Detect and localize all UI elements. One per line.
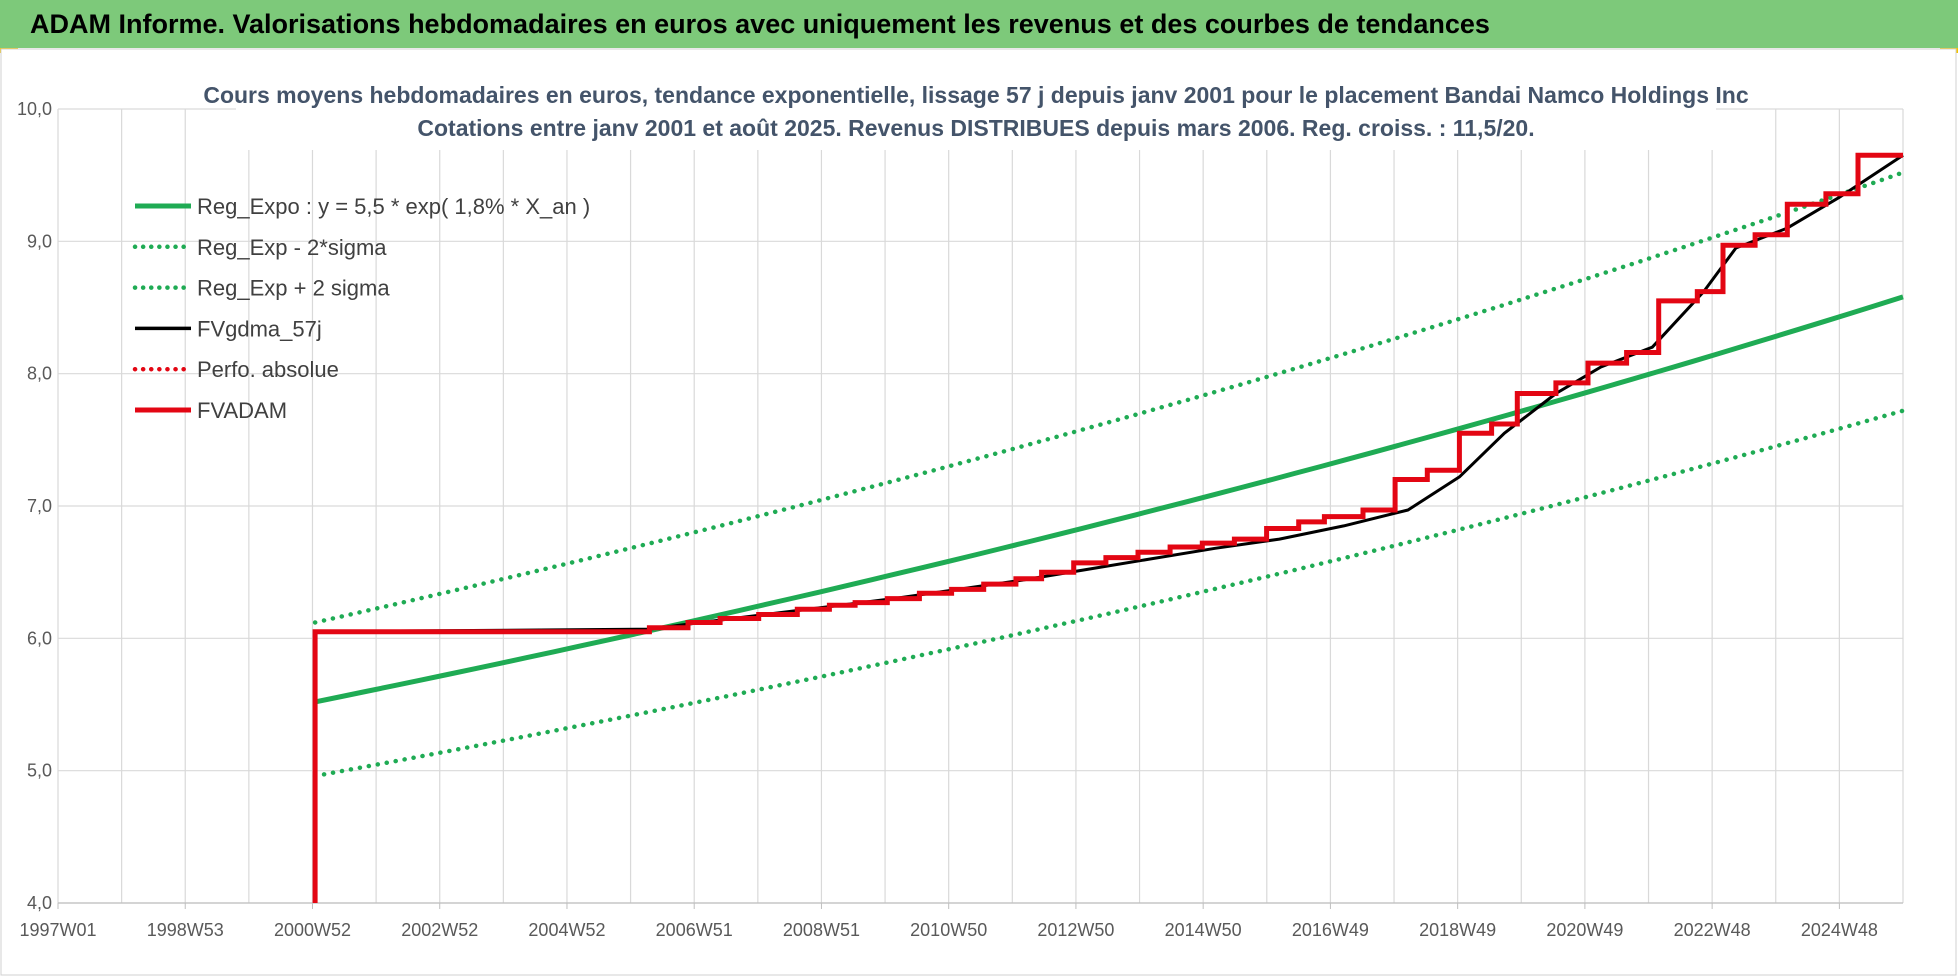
y-tick-label: 10,0 xyxy=(17,99,52,119)
x-tick-label: 2002W52 xyxy=(401,920,478,940)
y-tick-label: 5,0 xyxy=(27,761,52,781)
legend: Reg_Expo : y = 5,5 * exp( 1,8% * X_an ) R… xyxy=(132,194,590,423)
report-banner-title: ADAM Informe. Valorisations hebdomadaire… xyxy=(30,9,1490,39)
y-tick-label: 6,0 xyxy=(27,628,52,648)
x-tick-label: 2008W51 xyxy=(783,920,860,940)
legend-label: Reg_Exp + 2 sigma xyxy=(197,276,390,301)
chart-title: Cours moyens hebdomadaires en euros, ten… xyxy=(203,76,1749,150)
y-tick-label: 8,0 xyxy=(27,364,52,384)
series-lines xyxy=(312,152,1906,903)
chart-area: 4,0 5,0 6,0 7,0 8,0 9,0 10,0 1997W01 1998W53 200… xyxy=(0,48,1958,978)
x-axis-ticks: 1997W01 1998W53 2000W52 2002W52 2004W52 2006W… xyxy=(19,902,1903,940)
legend-label: Reg_Exp - 2*sigma xyxy=(197,235,387,260)
x-tick-label: 2014W50 xyxy=(1165,920,1242,940)
x-tick-label: 1998W53 xyxy=(147,920,224,940)
series-line-reg-exp-2-sigma xyxy=(312,170,1906,625)
legend-label: FVgdma_57j xyxy=(197,316,322,341)
y-axis-ticks: 4,0 5,0 6,0 7,0 8,0 9,0 10,0 xyxy=(17,99,52,913)
x-tick-label: 2022W48 xyxy=(1674,920,1751,940)
y-tick-label: 4,0 xyxy=(27,893,52,913)
legend-item: Reg_Exp + 2 sigma xyxy=(132,276,390,301)
series-line-reg-expo-y-5-5-exp-1-8-x-an xyxy=(314,294,1904,705)
x-tick-label: 2012W50 xyxy=(1037,920,1114,940)
x-tick-label: 2010W50 xyxy=(910,920,987,940)
line-chart: 4,0 5,0 6,0 7,0 8,0 9,0 10,0 1997W01 1998W53 200… xyxy=(0,48,1957,976)
x-tick-label: 2016W49 xyxy=(1292,920,1369,940)
legend-label: FVADAM xyxy=(197,398,287,423)
x-tick-label: 2006W51 xyxy=(656,920,733,940)
gridlines xyxy=(57,108,1904,904)
series-line-fvadam xyxy=(312,152,1903,903)
chart-title-line-2: Cotations entre janv 2001 et août 2025. … xyxy=(417,115,1534,141)
chart-border xyxy=(0,48,1957,976)
report-banner: ADAM Informe. Valorisations hebdomadaire… xyxy=(0,0,1958,48)
x-tick-label: 2024W48 xyxy=(1801,920,1878,940)
x-tick-label: 2004W52 xyxy=(528,920,605,940)
y-tick-label: 9,0 xyxy=(27,231,52,251)
legend-item: Reg_Exp - 2*sigma xyxy=(132,235,387,260)
series-line-reg-exp-2-sigma xyxy=(312,408,1906,779)
x-tick-label: 2020W49 xyxy=(1546,920,1623,940)
chart-title-line-1: Cours moyens hebdomadaires en euros, ten… xyxy=(203,82,1749,108)
legend-item: Perfo. absolue xyxy=(132,357,339,382)
x-tick-label: 2000W52 xyxy=(274,920,351,940)
x-tick-label: 2018W49 xyxy=(1419,920,1496,940)
legend-item: FVgdma_57j xyxy=(135,316,322,341)
x-tick-label: 1997W01 xyxy=(19,920,96,940)
legend-item: FVADAM xyxy=(135,398,287,423)
legend-item: Reg_Expo : y = 5,5 * exp( 1,8% * X_an ) xyxy=(135,194,590,219)
y-tick-label: 7,0 xyxy=(27,496,52,516)
legend-label: Perfo. absolue xyxy=(197,357,339,382)
legend-label: Reg_Expo : y = 5,5 * exp( 1,8% * X_an ) xyxy=(197,194,590,219)
